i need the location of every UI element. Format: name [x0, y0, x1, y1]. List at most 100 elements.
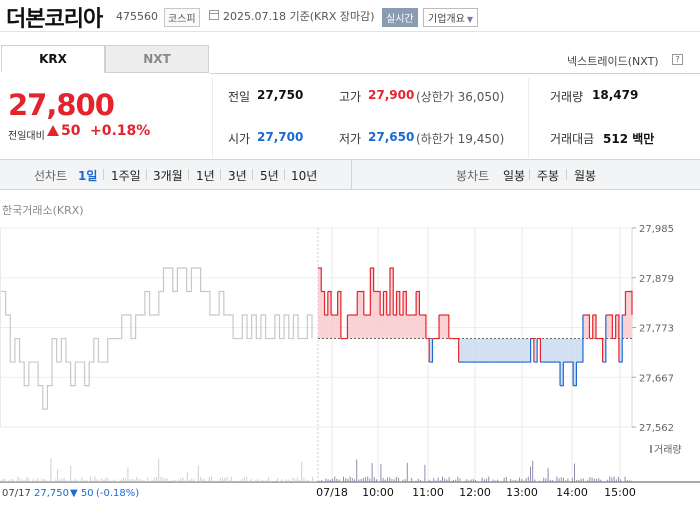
volume-bar — [475, 480, 476, 482]
volume-bar — [222, 477, 223, 482]
chart-grid — [0, 227, 633, 482]
volume-bar — [488, 476, 490, 482]
calendar-icon — [209, 10, 219, 20]
volume-bar — [490, 481, 492, 482]
volume-bar — [629, 480, 630, 482]
volume-bar — [622, 481, 624, 482]
period-tab-1d[interactable]: 1일 — [78, 169, 98, 183]
candle-chart-label: 봉차트 — [456, 169, 490, 183]
up-fill-segment — [337, 291, 342, 339]
volume-bar — [248, 481, 250, 482]
volume-bar — [593, 478, 595, 482]
volume-bar — [228, 480, 230, 482]
volume-bar — [312, 476, 314, 482]
down-fill-segment — [488, 338, 492, 363]
today-line-segment — [353, 291, 358, 316]
up-fill-segment — [399, 315, 404, 339]
period-tab-5y[interactable]: 5년 — [260, 169, 279, 183]
volume-bar — [351, 477, 353, 482]
candle-tab-weekly[interactable]: 주봉 — [537, 169, 560, 183]
tab-krx[interactable]: KRX — [1, 45, 105, 73]
lower-limit: (하한가 19,450) — [416, 132, 505, 146]
company-overview-dropdown[interactable]: 기업개요 ▼ — [423, 8, 478, 27]
volume-bar — [472, 478, 474, 482]
realtime-button[interactable]: 실시간 — [382, 8, 418, 27]
up-fill-segment — [403, 291, 407, 339]
volume-bar — [404, 479, 406, 482]
volume-bar — [554, 481, 556, 482]
up-fill-segment — [324, 315, 329, 339]
up-fill-segment — [386, 315, 391, 339]
help-icon[interactable]: ? — [672, 54, 683, 65]
volume-bar — [565, 480, 567, 482]
stats-divider — [528, 78, 529, 158]
x-tick-label: 10:00 — [362, 486, 394, 499]
volume-bar — [219, 477, 221, 482]
volume-bar — [604, 481, 606, 482]
period-tab-1y[interactable]: 1년 — [196, 169, 215, 183]
upper-limit: (상한가 36,050) — [416, 90, 505, 104]
volume-bar — [448, 477, 450, 482]
down-fill-segment — [556, 338, 561, 363]
volume-bar — [569, 481, 571, 482]
volume-bar — [382, 478, 384, 482]
tab-separator — [529, 169, 530, 180]
up-fill-segment — [605, 315, 610, 339]
prev-close-label: 전일 — [228, 90, 251, 104]
up-fill-segment — [334, 315, 338, 339]
period-bar — [0, 159, 700, 190]
today-line-segment — [376, 290, 381, 316]
volume-bar — [318, 480, 320, 482]
volume-bar — [167, 478, 168, 482]
today-line-segment — [327, 290, 332, 316]
down-fill-segment — [540, 338, 544, 363]
today-line-segment — [556, 361, 561, 386]
volume-bar — [120, 479, 122, 482]
volume-bar — [63, 477, 65, 482]
volume-bar — [59, 479, 61, 482]
volume-bar — [296, 477, 298, 482]
volume-bar — [530, 466, 531, 482]
period-tab-10y[interactable]: 10년 — [291, 169, 318, 183]
nextrade-link[interactable]: 넥스트레이드(NXT) — [567, 55, 659, 68]
volume-bar — [224, 478, 226, 482]
up-fill-segment — [609, 315, 613, 339]
volume-bar — [182, 477, 184, 482]
period-tab-3m[interactable]: 3개월 — [153, 169, 183, 183]
volume-bar — [457, 476, 459, 482]
today-line-segment — [399, 291, 404, 316]
tab-nxt[interactable]: NXT — [105, 45, 209, 73]
volume-bar — [523, 480, 525, 482]
y-tick-label: 27,879 — [639, 274, 674, 285]
volume-bar — [2, 479, 3, 482]
volume-bar — [244, 477, 245, 482]
volume-bar — [186, 471, 188, 482]
volume-bar — [28, 478, 30, 482]
today-fill-area — [318, 267, 633, 386]
volume-bar — [112, 480, 113, 482]
volume-bar — [136, 476, 138, 482]
period-tab-1w[interactable]: 1주일 — [111, 169, 141, 183]
volume-bar — [411, 477, 413, 482]
footer-date: 07/17 — [2, 488, 31, 499]
volume-bar — [292, 477, 294, 482]
volume-bar — [444, 478, 446, 482]
market-badge: 코스피 — [164, 8, 200, 27]
volume-bar — [615, 479, 617, 482]
today-line-segment — [530, 337, 535, 363]
down-fill-segment — [517, 338, 522, 363]
volume-bar — [19, 478, 21, 482]
today-line-segment — [383, 290, 388, 316]
period-tab-3y[interactable]: 3년 — [228, 169, 247, 183]
volume-bar — [145, 480, 146, 482]
change-percent: +0.18% — [90, 123, 151, 139]
candle-tab-daily[interactable]: 일봉 — [503, 169, 526, 183]
today-line-segment — [628, 290, 633, 316]
today-line-segment — [416, 290, 420, 316]
prev-day-line — [1, 267, 313, 410]
candle-tab-monthly[interactable]: 월봉 — [574, 169, 597, 183]
up-fill-segment — [628, 291, 633, 339]
volume-bar — [332, 478, 333, 482]
x-tick-label: 07/18 — [316, 486, 348, 499]
volume-bar — [380, 464, 382, 482]
